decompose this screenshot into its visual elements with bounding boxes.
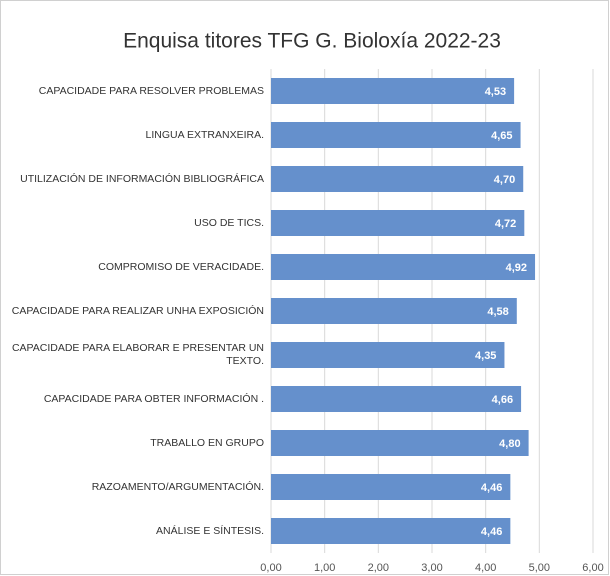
- value-label: 4,65: [491, 130, 512, 142]
- bar: [271, 430, 529, 456]
- value-label: 4,66: [492, 394, 513, 406]
- y-tick-label: CAPACIDADE PARA RESOLVER PROBLEMAS: [38, 84, 264, 97]
- bar: [271, 78, 515, 104]
- value-label: 4,46: [481, 526, 502, 538]
- value-label: 4,72: [495, 218, 516, 230]
- x-tick-label: 2,00: [368, 562, 389, 574]
- value-label: 4,80: [499, 438, 520, 450]
- value-label: 4,58: [487, 306, 508, 318]
- x-tick-label: 5,00: [529, 562, 550, 574]
- bar: [271, 166, 524, 192]
- bar: [271, 254, 536, 280]
- y-tick-label: USO DE TICS.: [194, 216, 264, 229]
- y-tick-label: UTILIZACIÓN DE INFORMACIÓN BIBLIOGRÁFICA: [20, 172, 264, 185]
- chart-title: Enquisa titores TFG G. Bioloxía 2022-23: [123, 30, 501, 53]
- x-tick-label: 4,00: [475, 562, 496, 574]
- x-tick-label: 1,00: [314, 562, 335, 574]
- bar: [271, 386, 522, 412]
- y-tick-label: COMPROMISO DE VERACIDADE.: [98, 260, 264, 273]
- bar: [271, 298, 517, 324]
- y-tick-label: CAPACIDADE PARA REALIZAR UNHA EXPOSICIÓN: [11, 304, 264, 317]
- bar: [271, 210, 525, 236]
- value-label: 4,92: [506, 262, 527, 274]
- y-tick-label: ANÁLISE E SÍNTESIS.: [156, 524, 264, 537]
- y-tick-label: LINGUA EXTRANXEIRA.: [145, 128, 264, 141]
- y-tick-label: CAPACIDADE PARA OBTER INFORMACIÓN .: [43, 392, 264, 405]
- value-label: 4,35: [475, 350, 496, 362]
- x-tick-label: 6,00: [582, 562, 603, 574]
- value-label: 4,53: [485, 86, 506, 98]
- y-tick-label: TRABALLO EN GRUPO: [150, 436, 264, 449]
- bar: [271, 122, 521, 148]
- value-label: 4,70: [494, 174, 515, 186]
- bar: [271, 474, 511, 500]
- value-label: 4,46: [481, 482, 502, 494]
- x-tick-label: 0,00: [260, 562, 281, 574]
- y-tick-label: CAPACIDADE PARA ELABORAR E PRESENTAR UN …: [11, 342, 264, 367]
- x-tick-label: 3,00: [421, 562, 442, 574]
- bar: [271, 342, 505, 368]
- bar: [271, 518, 511, 544]
- y-tick-label: RAZOAMENTO/ARGUMENTACIÓN.: [91, 480, 264, 493]
